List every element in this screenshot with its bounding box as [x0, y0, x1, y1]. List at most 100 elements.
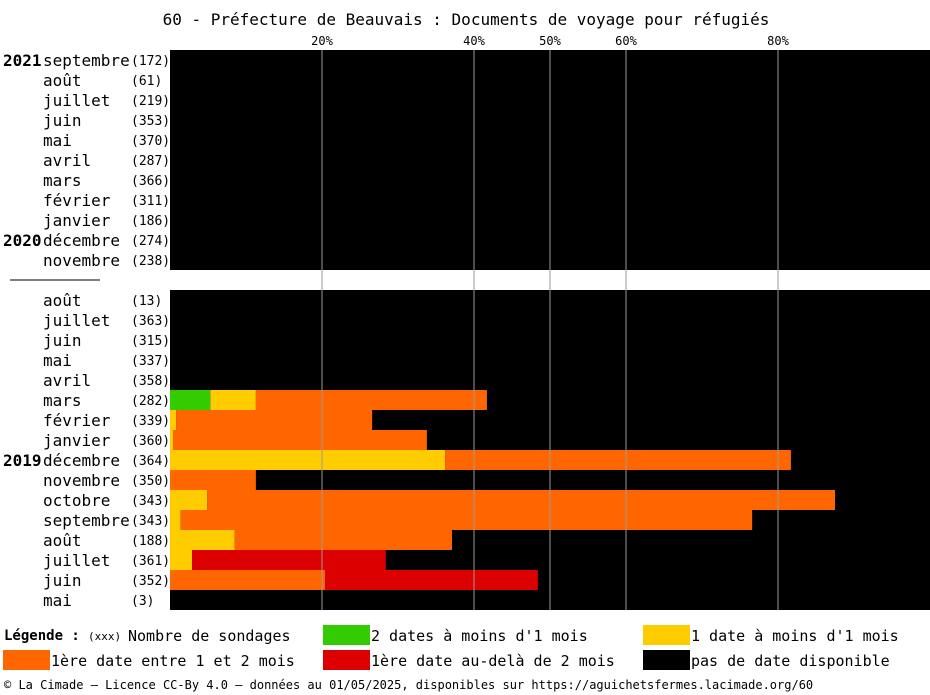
gridlines: [321, 50, 779, 610]
bar-segment-yellow: [170, 510, 181, 530]
month-label: août: [43, 291, 82, 310]
count-label: (188): [131, 534, 170, 549]
legend-swatch-yellow: [643, 625, 690, 645]
count-label: (363): [131, 314, 170, 329]
x-axis-ticks: 20% 40% 50% 60% 80%: [311, 34, 789, 48]
count-label: (311): [131, 194, 170, 209]
bar-segment-yellow: [170, 490, 208, 510]
month-label: décembre: [43, 451, 120, 470]
count-label: (364): [131, 454, 170, 469]
month-label: mai: [43, 351, 72, 370]
bar-segment-orange: [176, 410, 373, 430]
legend-label-red: 1ère date au-delà de 2 mois: [371, 652, 615, 670]
legend-swatch-green: [323, 625, 370, 645]
legend-label-black: pas de date disponible: [691, 652, 890, 670]
x-tick-label: 80%: [767, 34, 789, 48]
count-label: (61): [131, 74, 162, 89]
bar-segment-orange: [255, 390, 487, 410]
count-label: (238): [131, 254, 170, 269]
month-label: février: [43, 191, 111, 210]
legend-swatch-black: [643, 650, 690, 670]
count-label: (352): [131, 574, 170, 589]
month-label: juillet: [43, 311, 110, 330]
month-label: mai: [43, 591, 72, 610]
bar-segment-orange: [170, 570, 326, 590]
count-label: (315): [131, 334, 170, 349]
count-label: (282): [131, 394, 170, 409]
legend-label-green: 2 dates à moins d'1 mois: [371, 627, 588, 645]
month-label: avril: [43, 151, 91, 170]
count-label: (343): [131, 494, 170, 509]
legend-swatch-orange: [3, 650, 50, 670]
bar-segment-orange: [170, 470, 256, 490]
count-label: (361): [131, 554, 170, 569]
x-tick-label: 20%: [311, 34, 333, 48]
month-label: avril: [43, 371, 91, 390]
month-label: janvier: [43, 431, 111, 450]
month-label: décembre: [43, 231, 120, 250]
x-tick-label: 60%: [615, 34, 637, 48]
count-label: (274): [131, 234, 170, 249]
count-label: (343): [131, 514, 170, 529]
month-label: juin: [43, 111, 82, 130]
footer-credit: © La Cimade — Licence CC-By 4.0 — donnée…: [4, 678, 814, 692]
count-label: (350): [131, 474, 170, 489]
count-label: (353): [131, 114, 170, 129]
bar-segment-orange: [234, 530, 452, 550]
month-label: mars: [43, 171, 82, 190]
month-label: août: [43, 531, 82, 550]
legend-swatch-red: [323, 650, 370, 670]
month-label: août: [43, 71, 82, 90]
legend-count-marker: (xxx): [88, 630, 122, 643]
bar-segment-green: [170, 390, 211, 410]
x-tick-label: 40%: [463, 34, 485, 48]
bar-segment-orange: [180, 510, 753, 530]
count-label: (339): [131, 414, 170, 429]
count-label: (186): [131, 214, 170, 229]
month-label: janvier: [43, 211, 111, 230]
count-label: (172): [131, 54, 170, 69]
bar-segment-red: [192, 550, 386, 570]
bar-segment-orange: [173, 430, 427, 450]
year-label: 2020: [3, 231, 42, 250]
bar-segment-orange: [445, 450, 791, 470]
bar-segment-orange: [207, 490, 836, 510]
count-label: (366): [131, 174, 170, 189]
bar-segment-yellow: [170, 450, 446, 470]
month-label: mai: [43, 131, 72, 150]
month-label: juin: [43, 571, 82, 590]
month-label: octobre: [43, 491, 110, 510]
bar-segment-yellow: [170, 550, 193, 570]
chart-title: 60 - Préfecture de Beauvais : Documents …: [163, 10, 770, 29]
month-label: novembre: [43, 251, 120, 270]
year-label: 2021: [3, 51, 42, 70]
bar-segment-red: [325, 570, 538, 590]
bar-segment-yellow: [170, 430, 174, 450]
year-label: 2019: [3, 451, 42, 470]
legend-count-label: Nombre de sondages: [128, 627, 291, 645]
count-label: (287): [131, 154, 170, 169]
count-label: (219): [131, 94, 170, 109]
count-label: (370): [131, 134, 170, 149]
legend-title: Légende :: [4, 628, 80, 644]
count-label: (360): [131, 434, 170, 449]
month-label: juillet: [43, 551, 110, 570]
count-label: (337): [131, 354, 170, 369]
legend-label-yellow: 1 date à moins d'1 mois: [691, 627, 899, 645]
x-tick-label: 50%: [539, 34, 561, 48]
bar-segment-yellow: [170, 410, 177, 430]
count-label: (13): [131, 294, 162, 309]
month-label: février: [43, 411, 111, 430]
month-label: novembre: [43, 471, 120, 490]
month-label: juillet: [43, 91, 110, 110]
month-label: septembre: [43, 51, 130, 70]
bar-segment-yellow: [170, 530, 235, 550]
refugee-travel-docs-chart: 60 - Préfecture de Beauvais : Documents …: [3, 10, 930, 610]
month-label: septembre: [43, 511, 130, 530]
month-label: mars: [43, 391, 82, 410]
legend-label-orange: 1ère date entre 1 et 2 mois: [51, 652, 295, 670]
legend: Légende : (xxx) Nombre de sondages 2 dat…: [0, 620, 930, 675]
count-label: (3): [131, 594, 154, 609]
bar-segment-yellow: [210, 390, 256, 410]
chart-rows: 2021 septembre (172)août (61)juillet (219)ju…: [3, 50, 930, 610]
